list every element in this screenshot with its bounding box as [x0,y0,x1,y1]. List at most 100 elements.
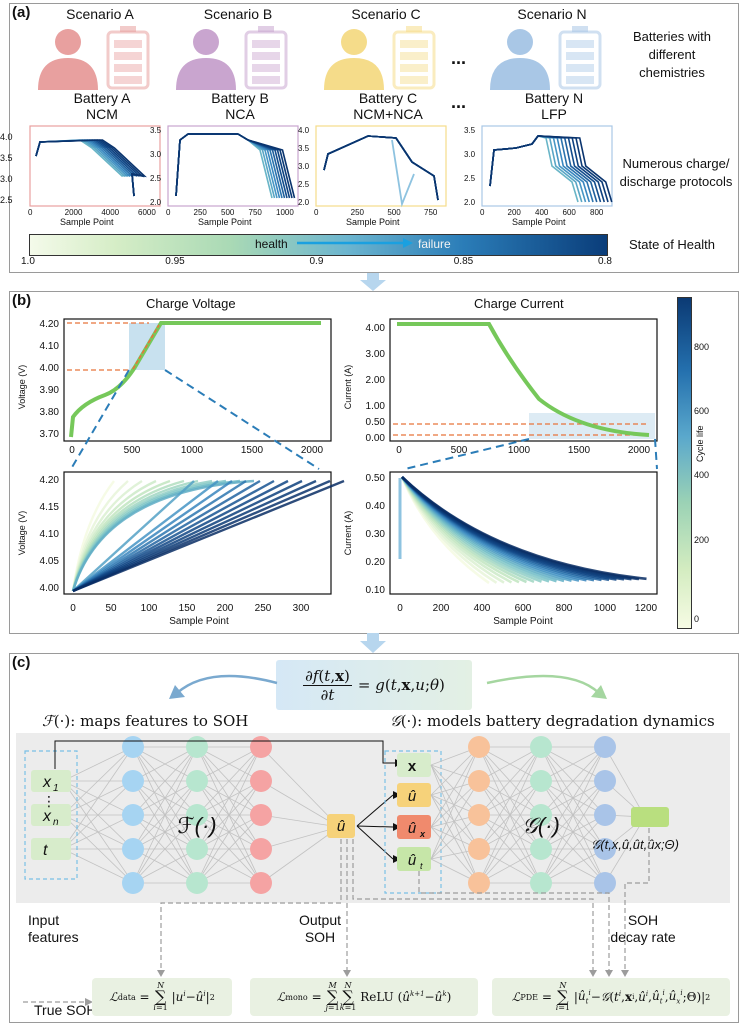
arrowhead [621,970,629,977]
u-hat-arrow [356,825,394,828]
arrowhead [157,970,165,977]
input-label: t [43,842,48,859]
y-tick-label: 0.50 [366,417,386,428]
x-tick-label: 500 [124,445,141,456]
current-curve [397,322,650,437]
y-tick-label: 2.5 [0,195,13,205]
y-tick-label: 3.00 [366,349,386,360]
x-tick-label: 0 [166,208,171,217]
x-tick-label: 2000 [628,445,651,456]
g-input-box [397,753,431,777]
g-neuron [530,804,552,826]
connection [540,814,606,884]
charge-current-title: Charge Current [474,296,564,311]
x-axis-title: Sample Point [346,217,400,227]
person-body [176,58,236,90]
person-head [55,29,81,55]
f-neuron [122,838,144,860]
input-box [31,770,71,792]
connection [430,794,480,884]
connection [540,746,606,850]
g-input-box [397,815,431,839]
battery-chemistry: NCM [86,106,118,122]
connection [478,780,542,884]
person-battery-icon [324,26,436,90]
arrowhead [85,998,93,1006]
connection [540,746,606,884]
battery-cell [114,64,142,72]
y-tick-label: 0.00 [366,433,386,444]
chart-frame [315,125,447,207]
f-neuron [122,804,144,826]
connection [478,814,542,884]
input-subscript: 1 [53,783,59,794]
f-neuron [186,770,208,792]
y-tick-label: 4.00 [40,363,60,374]
y-tick-label: 4.00 [366,323,386,334]
charge-voltage-title: Charge Voltage [146,296,236,311]
person-head [341,29,367,55]
charge-voltage-axes [63,318,332,442]
battery-name: Battery A [73,90,131,106]
y-tick-label: 2.0 [150,198,162,207]
g-neuron [468,736,490,758]
g-neuron [530,838,552,860]
connection [196,746,262,782]
zoom-line-left [70,369,130,470]
vertical-ellipsis: ⋮ [42,793,56,809]
x-tick-label: 400 [535,208,549,217]
colorbar-tick-label: 0.8 [598,256,612,267]
connection [478,746,542,782]
voltage-segment [132,324,160,370]
x-tick-label: 250 [193,208,207,217]
arrowhead [589,970,597,977]
connection [430,794,480,850]
y-tick-label: 2.5 [298,180,310,189]
connection [62,746,134,782]
panel-b-plots: 4.204.104.003.903.803.700 500 1000 1500 2000… [17,318,658,627]
cycle-life-colorbar [677,297,692,629]
scenario-name: Scenario B [203,6,273,22]
y-tick-label: 3.0 [298,162,310,171]
true-soh-label: True SOH [34,1002,97,1018]
y-tick-label: 0.50 [366,473,386,484]
zoom-current-curve [401,476,647,581]
connection [540,848,606,884]
connection [430,746,480,796]
loss-pde: ℒ PDE = N ∑ i=1 | ûti − 𝒢(ti, x i, ûi, ûti, ûxi ;Θ… [492,978,730,1016]
voltage-chart [167,125,299,207]
colorbar-tick-label: 1.0 [21,256,35,267]
cycle-life-tick-label: 200 [694,535,710,545]
connection [430,780,480,860]
connection [196,746,262,884]
battery-cell [114,76,142,84]
input-subscript: n [53,817,59,828]
g-neuron [594,770,616,792]
colorbar-arrow [297,238,413,248]
f-neuron [122,872,144,894]
y-tick-label: 4.05 [40,556,60,567]
x-tick-label: 0 [480,208,485,217]
g-neuron [594,804,616,826]
battery-cell [566,52,594,60]
connection [430,746,480,860]
g-neuron [468,872,490,894]
connection [132,746,198,850]
f-neuron [186,872,208,894]
battery-cell [566,40,594,48]
x-tick-label: 50 [105,603,117,614]
g-net-label: 𝒢(·) [522,813,560,838]
chart-frame [29,125,161,207]
connection [540,780,606,884]
y-axis-title: Current (A) [343,511,353,556]
soh-colorbar [29,234,608,256]
y-tick-label: 3.5 [150,126,162,135]
y-tick-label: 4.20 [40,475,60,486]
cycle-life-tick-label: 600 [694,406,710,416]
input-box [31,838,71,860]
g-neuron [468,804,490,826]
g-input-box [397,783,431,807]
battery-cell [252,52,280,60]
